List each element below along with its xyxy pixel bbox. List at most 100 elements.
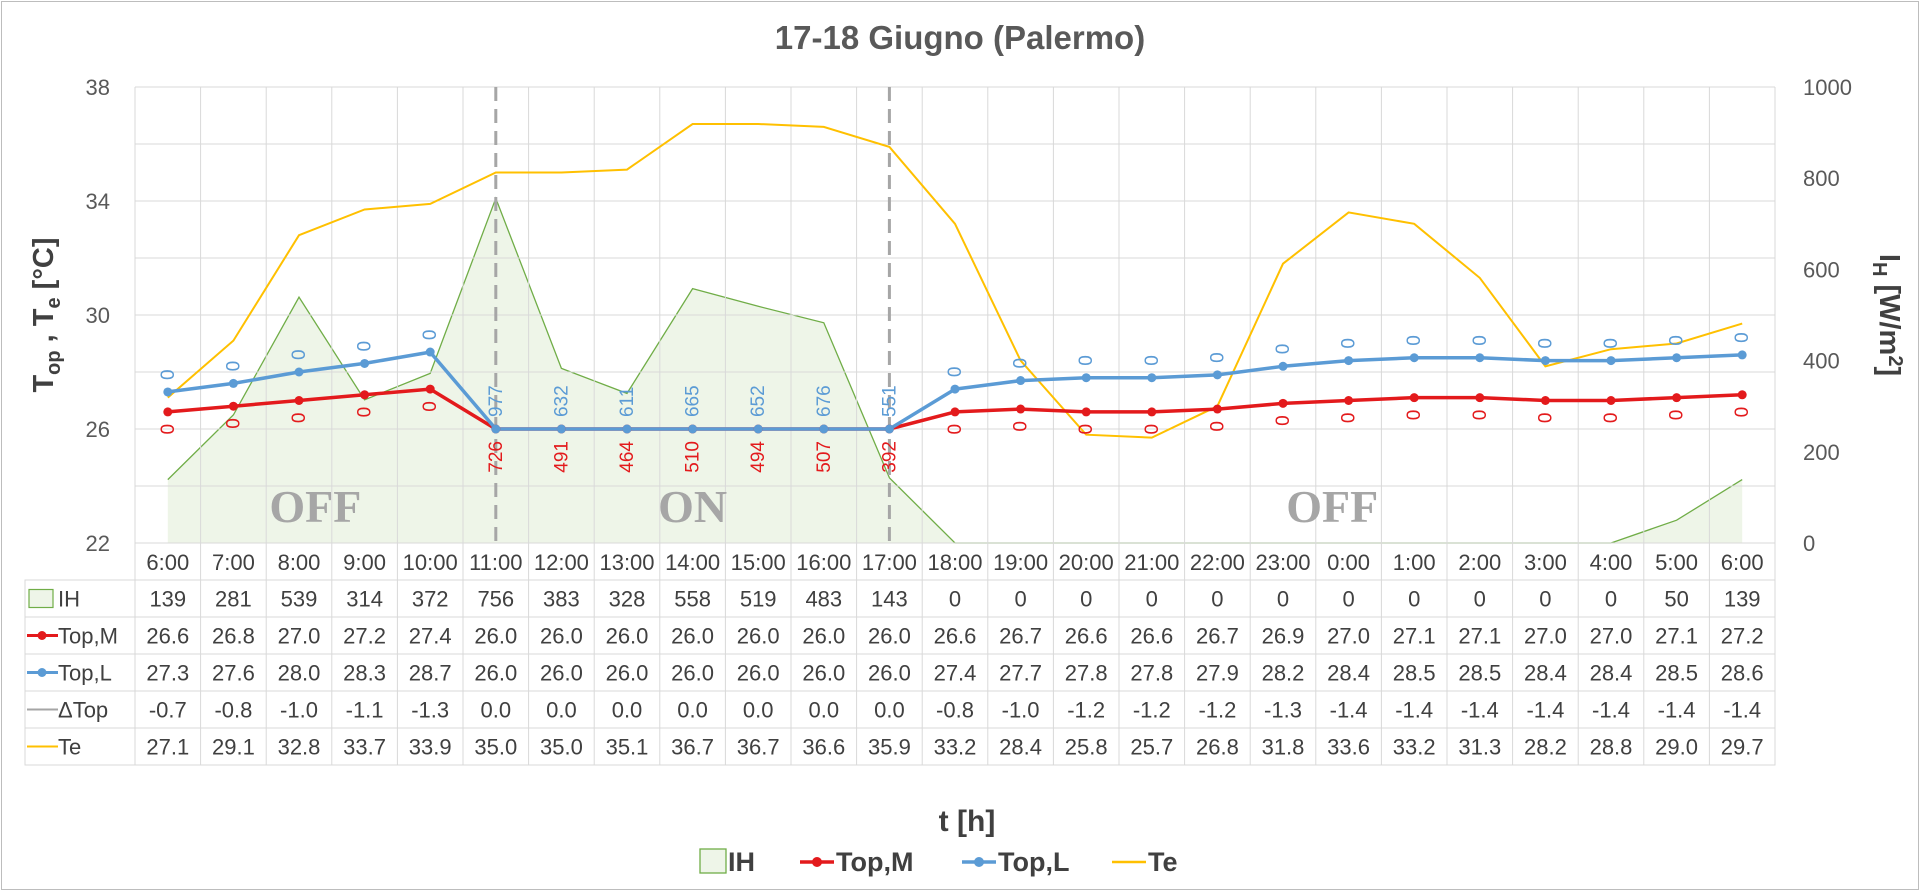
series-top-m-point xyxy=(1540,396,1550,405)
legend-marker-top-m xyxy=(812,857,822,867)
table-cell: 26.0 xyxy=(606,624,649,649)
table-cell: 36.7 xyxy=(671,735,714,760)
x-tick-label: 0:00 xyxy=(1327,550,1370,575)
table-cell: 0.0 xyxy=(809,698,840,723)
x-tick-label: 22:00 xyxy=(1190,550,1245,575)
data-label-top-m: 0 xyxy=(1339,413,1360,424)
series-top-l-point xyxy=(1344,356,1354,366)
series-top-l-point xyxy=(556,424,566,434)
x-tick-label: 18:00 xyxy=(927,550,982,575)
table-cell: 28.3 xyxy=(343,661,386,686)
data-label-top-l: 611 xyxy=(617,387,638,417)
table-cell: 27.1 xyxy=(1655,624,1698,649)
table-cell: -0.7 xyxy=(149,698,187,723)
series-top-l-point xyxy=(360,358,370,368)
legend-label-ih: IH xyxy=(728,847,755,877)
table-cell: 28.2 xyxy=(1262,661,1305,686)
table-cell: 26.8 xyxy=(1196,735,1239,760)
table-cell: 26.0 xyxy=(737,661,780,686)
legend-marker-top-l xyxy=(974,857,984,867)
table-cell: 26.7 xyxy=(999,624,1042,649)
data-label-top-m: 0 xyxy=(1470,410,1491,421)
data-label-top-m: 0 xyxy=(1207,421,1228,432)
table-cell: 0 xyxy=(1146,587,1158,612)
x-tick-label: 14:00 xyxy=(665,550,720,575)
data-label-top-m: 0 xyxy=(1142,424,1163,435)
table-cell: 36.6 xyxy=(802,735,845,760)
series-top-m-point xyxy=(360,390,370,400)
series-ih-area xyxy=(167,198,1743,544)
data-label-top-m: 0 xyxy=(355,407,376,418)
table-cell: 26.0 xyxy=(540,624,583,649)
data-label-top-m: 0 xyxy=(289,413,310,424)
series-top-l-point xyxy=(1278,361,1288,371)
x-tick-label: 13:00 xyxy=(599,550,654,575)
data-label-top-l: 0 xyxy=(289,349,310,360)
table-cell: 26.0 xyxy=(802,624,845,649)
table-cell: 143 xyxy=(871,587,908,612)
table-cell: 27.7 xyxy=(999,661,1042,686)
data-label-top-l: 977 xyxy=(486,385,507,417)
x-tick-label: 23:00 xyxy=(1255,550,1310,575)
data-label-top-m: 510 xyxy=(683,441,704,473)
table-cell: 26.6 xyxy=(1065,624,1108,649)
table-cell: 539 xyxy=(281,587,318,612)
table-cell: 0 xyxy=(1474,587,1486,612)
series-top-l-point xyxy=(1147,373,1157,383)
x-tick-label: 6:00 xyxy=(146,550,189,575)
series-top-m-point xyxy=(1147,407,1157,417)
table-cell: 27.6 xyxy=(212,661,255,686)
y-right-axis-label-part: [W/m xyxy=(1873,276,1905,355)
series-te-line xyxy=(167,123,1743,439)
table-cell: 0 xyxy=(1014,587,1026,612)
y-right-axis-label-part: H xyxy=(1868,262,1890,276)
chart-title: 17-18 Giugno (Palermo) xyxy=(775,19,1145,56)
table-cell: 139 xyxy=(149,587,186,612)
series-top-m-point xyxy=(950,407,960,417)
table-cell: 0 xyxy=(1539,587,1551,612)
table-cell: 33.6 xyxy=(1327,735,1370,760)
data-label-top-l: 676 xyxy=(814,385,835,417)
series-top-l-point xyxy=(1606,356,1616,366)
table-cell: 28.7 xyxy=(409,661,452,686)
table-cell: 33.7 xyxy=(343,735,386,760)
data-label-top-m: 0 xyxy=(1535,413,1556,424)
table-cell: 483 xyxy=(805,587,842,612)
table-cell: -1.2 xyxy=(1133,698,1171,723)
data-label-top-l: 0 xyxy=(1273,344,1294,355)
x-tick-label: 17:00 xyxy=(862,550,917,575)
series-top-m-point xyxy=(163,407,173,417)
mode-annotation: OFF xyxy=(269,481,361,532)
table-cell: 35.0 xyxy=(474,735,517,760)
table-row-header: Top,L xyxy=(58,661,112,686)
table-cell: 25.8 xyxy=(1065,735,1108,760)
data-label-top-m: 464 xyxy=(617,441,638,473)
data-label-top-m: 0 xyxy=(1011,421,1032,432)
table-cell: 26.0 xyxy=(540,661,583,686)
table-cell: 0 xyxy=(1342,587,1354,612)
table-cell: 0.0 xyxy=(677,698,708,723)
table-cell: 35.9 xyxy=(868,735,911,760)
data-label-top-l: 0 xyxy=(420,329,441,340)
table-cell: 33.2 xyxy=(1393,735,1436,760)
table-cell: 26.0 xyxy=(606,661,649,686)
table-cell: 0.0 xyxy=(874,698,905,723)
x-tick-label: 3:00 xyxy=(1524,550,1567,575)
table-cell: 26.0 xyxy=(737,624,780,649)
table-cell: 26.6 xyxy=(1130,624,1173,649)
table-cell: 27.9 xyxy=(1196,661,1239,686)
data-label-top-l: 0 xyxy=(1404,335,1425,346)
table-cell: 28.0 xyxy=(278,661,321,686)
x-axis-label: t [h] xyxy=(939,805,996,838)
x-tick-label: 5:00 xyxy=(1655,550,1698,575)
y-left-axis-label-part: T xyxy=(28,375,60,393)
table-cell: -1.4 xyxy=(1330,698,1368,723)
x-tick-label: 8:00 xyxy=(278,550,321,575)
data-label-top-m: 392 xyxy=(879,441,900,473)
table-cell: 28.4 xyxy=(1590,661,1633,686)
table-cell: 26.0 xyxy=(802,661,845,686)
series-top-l-point xyxy=(1016,376,1026,386)
mode-annotation: OFF xyxy=(1286,481,1378,532)
data-label-top-l: 665 xyxy=(683,385,704,417)
